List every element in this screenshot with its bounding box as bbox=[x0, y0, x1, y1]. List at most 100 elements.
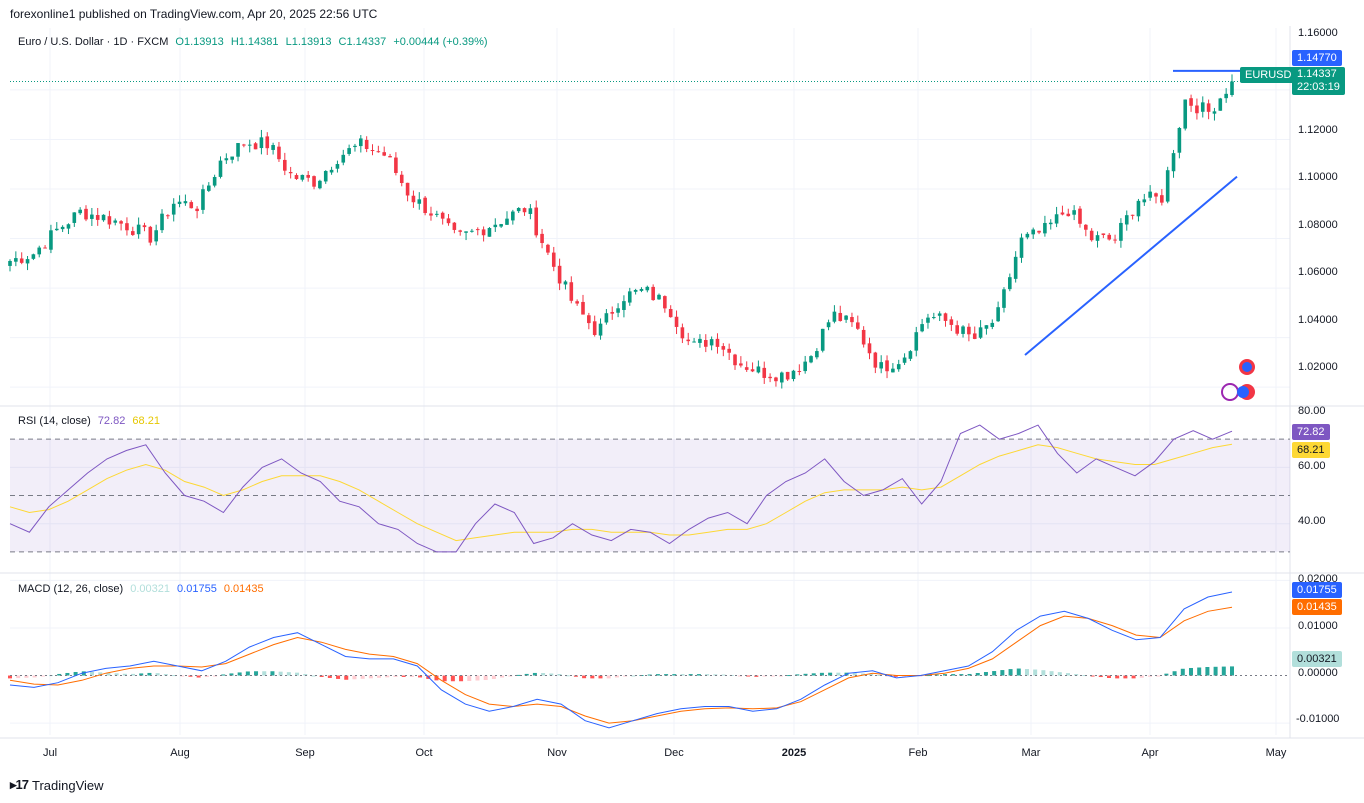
macd-hist-bar bbox=[852, 673, 857, 676]
candle-body bbox=[60, 226, 65, 230]
candle-body bbox=[657, 294, 661, 300]
candle-body bbox=[394, 157, 398, 173]
candle-body bbox=[756, 366, 761, 373]
macd-hist-bar bbox=[1049, 671, 1054, 676]
candle-body bbox=[288, 172, 293, 174]
macd-hist-bar bbox=[122, 673, 127, 676]
candle-body bbox=[978, 327, 983, 338]
macd-hist-bar bbox=[647, 674, 652, 676]
macd-hist-bar bbox=[1041, 670, 1046, 676]
macd-hist-bar bbox=[1147, 675, 1152, 677]
macd-hist-bar bbox=[975, 672, 980, 676]
y-tick: 1.02000 bbox=[1298, 361, 1338, 373]
chart-icons bbox=[1221, 359, 1255, 401]
candle-body bbox=[1177, 127, 1182, 153]
macd-signal-value: 0.01435 bbox=[223, 583, 264, 595]
macd-hist-bar bbox=[1082, 675, 1087, 677]
candle-body bbox=[1095, 235, 1100, 241]
rsi-y-tick: 80.00 bbox=[1298, 405, 1326, 417]
x-tick: Apr bbox=[1141, 747, 1159, 759]
candle-body bbox=[891, 368, 895, 373]
candle-body bbox=[1089, 230, 1094, 241]
macd-hist-bar bbox=[368, 675, 373, 679]
candle-body bbox=[651, 286, 655, 301]
macd-hist-bar bbox=[942, 674, 947, 676]
candle-body bbox=[1025, 233, 1030, 238]
macd-hist-bar bbox=[893, 675, 898, 677]
macd-hist-bar bbox=[106, 672, 111, 676]
main-legend[interactable]: Euro / U.S. Dollar · 1D · FXCM O1.13913 … bbox=[18, 36, 492, 48]
rsi-y-tick: 60.00 bbox=[1298, 460, 1326, 472]
macd-hist-bar bbox=[959, 674, 964, 676]
macd-hist-bar bbox=[180, 675, 185, 677]
candle-body bbox=[1130, 214, 1135, 216]
x-tick: Jul bbox=[42, 747, 58, 759]
rsi-legend[interactable]: RSI (14, close) 72.82 68.21 bbox=[18, 415, 164, 427]
candle-body bbox=[353, 145, 357, 148]
macd-hist-bar bbox=[90, 671, 95, 676]
macd-hist-bar bbox=[245, 671, 250, 676]
macd-hist-bar bbox=[1164, 673, 1169, 676]
candle-body bbox=[470, 230, 474, 232]
tradingview-logo[interactable]: ▸17 TradingView bbox=[10, 777, 104, 793]
candle-body bbox=[744, 367, 749, 370]
macd-hist-bar bbox=[1008, 669, 1013, 676]
candle-body bbox=[914, 332, 919, 351]
macd-hist-bar bbox=[16, 675, 21, 679]
candle-body bbox=[1008, 277, 1012, 290]
candle-body bbox=[90, 214, 94, 219]
macd-legend[interactable]: MACD (12, 26, close) 0.00321 0.01755 0.0… bbox=[18, 583, 268, 595]
candle-body bbox=[247, 144, 252, 146]
macd-hist-bar bbox=[286, 672, 291, 676]
rsi-value: 72.82 bbox=[97, 415, 126, 427]
candle-body bbox=[528, 208, 533, 214]
macd-hist-bar bbox=[1090, 675, 1095, 677]
macd-hist-bar bbox=[131, 673, 136, 676]
macd-title[interactable]: MACD (12, 26, close) bbox=[18, 583, 124, 595]
macd-hist-bar bbox=[500, 675, 505, 678]
macd-hist-bar bbox=[1033, 669, 1038, 676]
macd-hist-bar bbox=[147, 672, 152, 676]
candle-body bbox=[271, 145, 275, 150]
candle-body bbox=[212, 176, 217, 186]
candle-body bbox=[1171, 153, 1176, 172]
candle-body bbox=[803, 361, 807, 372]
candle-body bbox=[774, 377, 778, 382]
macd-hist-bar bbox=[418, 675, 423, 678]
macd-hist-bar bbox=[762, 675, 767, 677]
macd-hist-bar bbox=[614, 675, 619, 678]
y-tick: 1.12000 bbox=[1298, 124, 1338, 136]
candle-body bbox=[1165, 170, 1170, 202]
candle-body bbox=[663, 296, 667, 309]
rsi-title[interactable]: RSI (14, close) bbox=[18, 415, 91, 427]
candle-body bbox=[674, 316, 679, 327]
macd-hist-bar bbox=[336, 675, 341, 679]
candle-body bbox=[721, 346, 726, 350]
candle-body bbox=[19, 258, 24, 263]
candle-body bbox=[329, 169, 334, 173]
symbol-title[interactable]: Euro / U.S. Dollar · 1D · FXCM bbox=[18, 36, 169, 48]
candle-body bbox=[411, 195, 416, 203]
macd-hist-bar bbox=[992, 671, 997, 676]
candle-body bbox=[791, 370, 796, 380]
candle-body bbox=[323, 170, 328, 182]
symbol-tag: EURUSD bbox=[1240, 67, 1297, 83]
macd-hist-bar bbox=[967, 673, 972, 676]
candle-body bbox=[616, 308, 620, 313]
candle-body bbox=[1189, 98, 1193, 106]
candle-body bbox=[177, 201, 182, 204]
macd-hist-bar bbox=[1074, 674, 1079, 676]
macd-hist-bar bbox=[590, 675, 595, 679]
macd-hist-bar bbox=[770, 675, 775, 677]
candle-body bbox=[335, 164, 340, 169]
macd-hist-bar bbox=[787, 675, 792, 677]
candle-body bbox=[569, 282, 574, 301]
candle-body bbox=[464, 231, 468, 233]
candle-body bbox=[1060, 212, 1065, 215]
macd-hist-bar bbox=[516, 674, 521, 676]
x-tick: Sep bbox=[295, 747, 315, 759]
rsi-ma-line bbox=[9, 443, 1233, 542]
macd-hist-bar bbox=[393, 675, 398, 677]
macd-hist-bar bbox=[828, 672, 833, 676]
